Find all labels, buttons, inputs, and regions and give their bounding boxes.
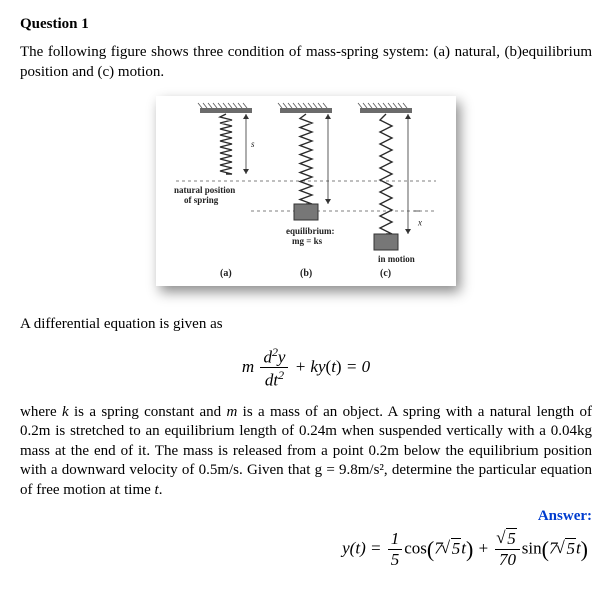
coef1-den: 5 — [388, 550, 403, 570]
svg-text:(b): (b) — [300, 268, 312, 279]
figure-container: s x natural positionof spring equilibrium:m… — [20, 96, 592, 291]
fn-sin: sin — [522, 539, 542, 558]
de-plus: + ky — [295, 357, 326, 376]
coef1-num: 1 — [388, 529, 403, 550]
de-m: m — [242, 357, 254, 376]
fn-cos: cos — [404, 539, 427, 558]
coef2-num: 5 — [495, 529, 520, 550]
svg-text:x: x — [417, 218, 422, 228]
question-title: Question 1 — [20, 16, 592, 33]
answer-label: Answer: — [20, 508, 592, 525]
svg-text:mg = ks: mg = ks — [292, 236, 323, 246]
de-den: dt2 — [260, 368, 288, 391]
coef2-den: 70 — [495, 550, 520, 570]
mass-spring-figure: s x natural positionof spring equilibrium:m… — [156, 96, 456, 286]
svg-text:in motion: in motion — [378, 254, 415, 264]
answer-equation: y(t) = 1 5 cos(75t) + 5 70 sin(75t) — [20, 529, 592, 570]
svg-text:of spring: of spring — [184, 195, 219, 205]
differential-equation: m d2y dt2 + ky(t) = 0 — [20, 345, 592, 391]
intro-text: The following figure shows three conditi… — [20, 43, 592, 82]
de-intro: A differential equation is given as — [20, 315, 592, 335]
de-num: d2y — [260, 345, 288, 369]
svg-text:s: s — [251, 139, 255, 149]
problem-text: where k is a spring constant and m is a … — [20, 403, 592, 501]
svg-text:(a): (a) — [220, 268, 232, 279]
svg-text:(c): (c) — [380, 268, 391, 279]
svg-text:equilibrium:: equilibrium: — [286, 226, 335, 236]
svg-text:natural position: natural position — [174, 185, 235, 195]
